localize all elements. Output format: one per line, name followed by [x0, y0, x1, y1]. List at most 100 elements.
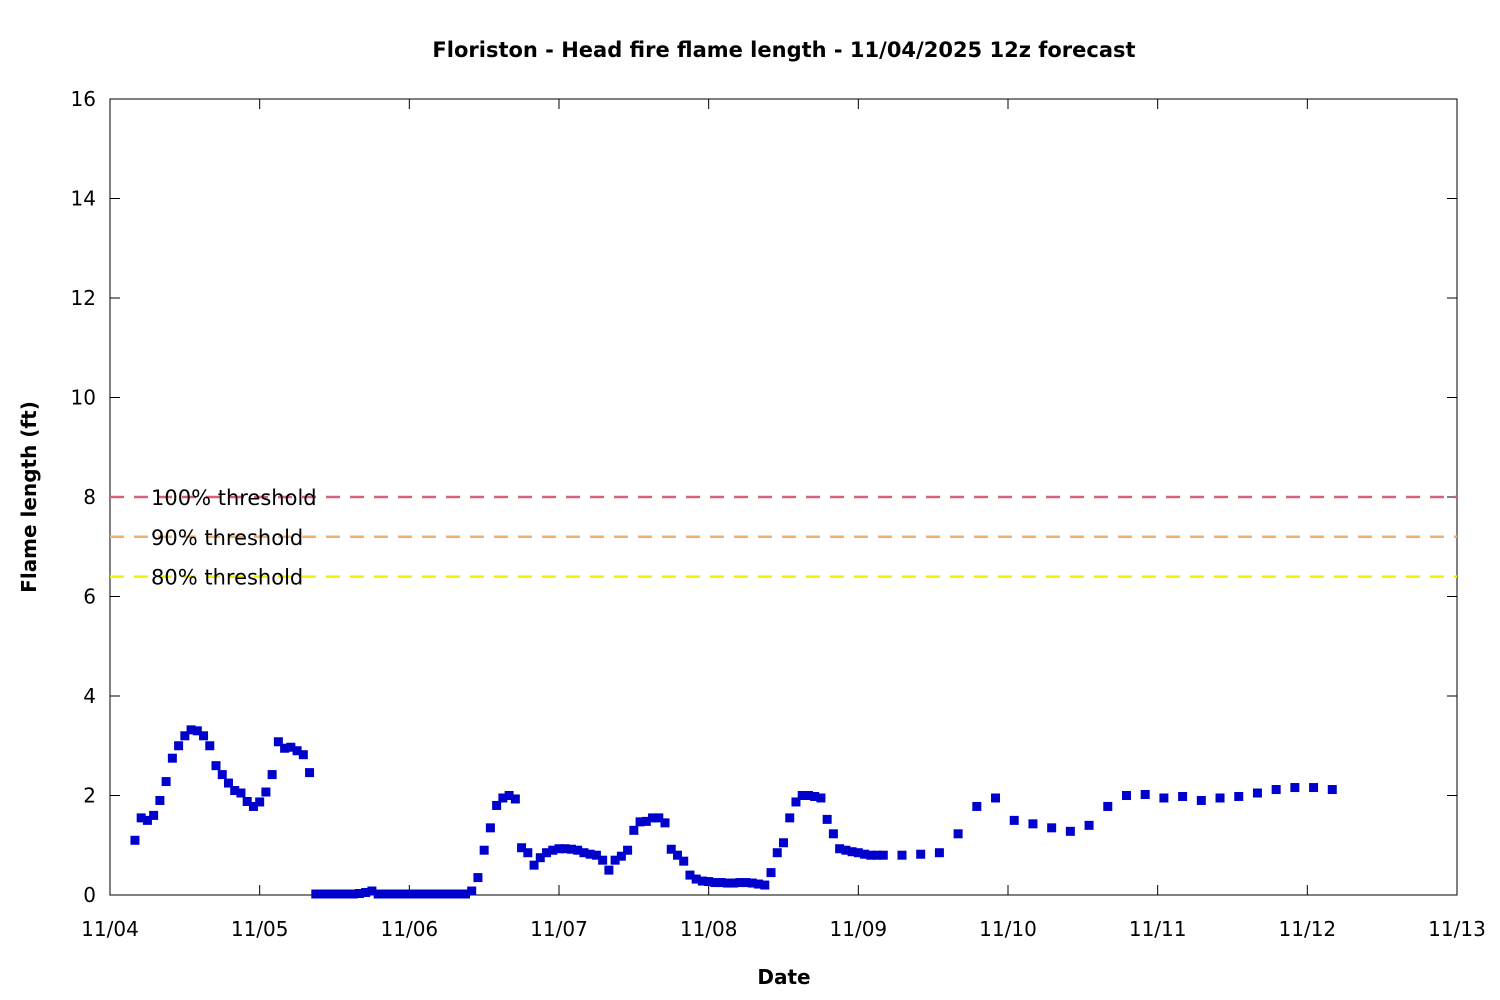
- data-point: [398, 889, 408, 899]
- data-point: [685, 870, 695, 880]
- data-point: [211, 761, 221, 771]
- data-point: [199, 731, 209, 741]
- data-point: [317, 889, 327, 899]
- data-point: [236, 788, 246, 798]
- data-point: [779, 838, 788, 848]
- data-point: [311, 889, 321, 899]
- data-point: [1234, 791, 1244, 801]
- threshold-label: 90% threshold: [151, 526, 303, 550]
- data-point: [654, 813, 664, 823]
- data-point: [411, 889, 421, 899]
- data-point: [467, 886, 477, 896]
- data-point: [735, 878, 745, 888]
- data-point: [629, 825, 639, 835]
- data-point: [666, 844, 676, 854]
- data-point: [448, 889, 458, 899]
- data-point: [722, 878, 732, 888]
- x-tick-label: 11/05: [231, 917, 289, 941]
- data-point: [542, 848, 552, 858]
- data-point: [991, 793, 1001, 803]
- data-point: [953, 829, 963, 839]
- data-point: [404, 889, 414, 899]
- data-point: [872, 850, 882, 860]
- data-point: [510, 794, 520, 804]
- data-point: [635, 817, 645, 827]
- data-point: [248, 801, 258, 811]
- data-point: [1309, 783, 1319, 793]
- data-point: [192, 726, 202, 736]
- x-tick-label: 11/11: [1129, 917, 1187, 941]
- data-point: [386, 889, 396, 899]
- data-point: [242, 796, 252, 806]
- x-axis: 11/04 11/05 11/06 11/07 11/08 11/09 11/10 11/11…: [81, 99, 1486, 941]
- data-point: [292, 746, 302, 756]
- data-point: [286, 742, 296, 752]
- data-point: [305, 768, 315, 778]
- data-point: [1065, 826, 1075, 836]
- data-point: [548, 845, 558, 855]
- data-point: [1121, 791, 1131, 800]
- data-point: [803, 791, 813, 800]
- x-tick-label: 11/12: [1279, 917, 1337, 941]
- data-point: [697, 876, 707, 886]
- data-point: [273, 737, 283, 747]
- data-point: [860, 849, 870, 859]
- data-point: [1047, 823, 1057, 833]
- data-point: [417, 889, 427, 899]
- data-point: [517, 843, 527, 853]
- data-point: [454, 889, 464, 899]
- y-tick-label: 12: [71, 286, 96, 310]
- data-point: [1252, 788, 1262, 798]
- x-axis-label: Date: [757, 965, 810, 989]
- data-point: [847, 847, 857, 857]
- data-point: [916, 849, 926, 859]
- data-point: [529, 860, 539, 870]
- y-tick-label: 16: [71, 87, 96, 111]
- x-tick-label: 11/04: [81, 917, 139, 941]
- data-point: [1140, 790, 1150, 800]
- data-point: [1028, 819, 1038, 829]
- data-point: [442, 889, 452, 899]
- data-point: [223, 778, 233, 788]
- data-point: [816, 793, 826, 803]
- data-point: [1271, 785, 1281, 795]
- data-point: [523, 848, 533, 858]
- data-point: [142, 815, 152, 825]
- data-point: [436, 889, 446, 899]
- data-point: [560, 844, 570, 854]
- data-point: [479, 845, 489, 855]
- y-tick-label: 10: [71, 386, 96, 410]
- y-axis-label: Flame length (ft): [17, 401, 41, 593]
- x-tick-label: 11/09: [830, 917, 888, 941]
- data-point: [342, 889, 352, 899]
- data-point: [267, 770, 277, 780]
- data-point: [492, 800, 502, 810]
- data-point: [1178, 791, 1188, 801]
- data-point: [1196, 795, 1206, 805]
- data-point: [573, 845, 583, 855]
- y-tick-label: 0: [83, 883, 96, 907]
- data-point: [255, 797, 265, 807]
- threshold-lines: 100% threshold 90% threshold 80% threshold: [110, 486, 1457, 590]
- data-point: [797, 791, 807, 800]
- y-axis: 0 2 4 6 8 10 12 14 16: [71, 87, 1457, 907]
- x-tick-label: 11/07: [530, 917, 588, 941]
- data-point: [566, 844, 576, 854]
- data-point: [460, 889, 470, 899]
- data-point: [760, 880, 770, 890]
- data-point: [810, 791, 820, 801]
- data-point: [330, 889, 339, 899]
- data-point: [828, 829, 838, 839]
- y-tick-label: 14: [71, 187, 96, 211]
- data-point: [591, 850, 601, 860]
- data-point: [623, 845, 633, 855]
- data-point: [610, 855, 620, 865]
- data-point: [897, 850, 907, 860]
- data-point: [972, 801, 982, 811]
- data-point: [853, 848, 863, 858]
- data-point: [361, 888, 371, 898]
- data-point: [392, 889, 402, 899]
- data-point: [498, 793, 508, 803]
- data-point: [485, 823, 495, 833]
